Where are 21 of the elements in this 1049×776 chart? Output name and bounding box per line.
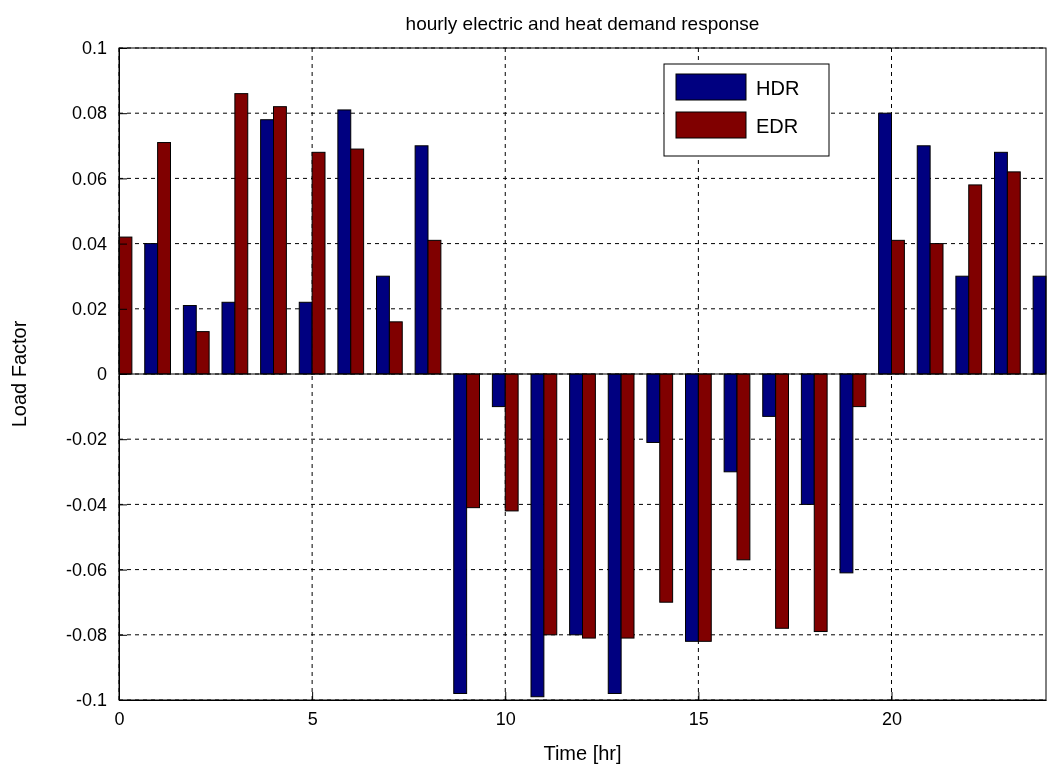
x-tick-label: 0 [114, 708, 125, 729]
y-tick-label: 0 [96, 364, 107, 385]
x-tick-label: 15 [688, 708, 709, 729]
x-axis-title: Time [hr] [543, 742, 622, 764]
y-tick-label: 0.1 [81, 38, 107, 59]
y-tick-label: 0.08 [71, 103, 107, 124]
x-tick-label: 20 [881, 708, 903, 729]
chart-title: hourly electric and heat demand response [405, 13, 760, 34]
y-tick-label: 0.06 [71, 168, 107, 189]
y-axis-title: Load Factor [8, 320, 30, 428]
x-tick-label: 5 [307, 708, 318, 729]
x-tick-label: 10 [495, 708, 516, 729]
y-tick-label: -0.08 [65, 625, 107, 646]
y-tick-label: -0.1 [75, 690, 107, 711]
y-tick-label: -0.06 [65, 559, 107, 580]
y-tick-label: 0.04 [71, 233, 107, 254]
y-tick-label: -0.04 [65, 494, 107, 515]
y-tick-label: 0.02 [71, 299, 107, 320]
legend-label: EDR [756, 115, 799, 137]
legend-label: HDR [756, 77, 800, 99]
y-tick-label: -0.02 [65, 429, 107, 450]
